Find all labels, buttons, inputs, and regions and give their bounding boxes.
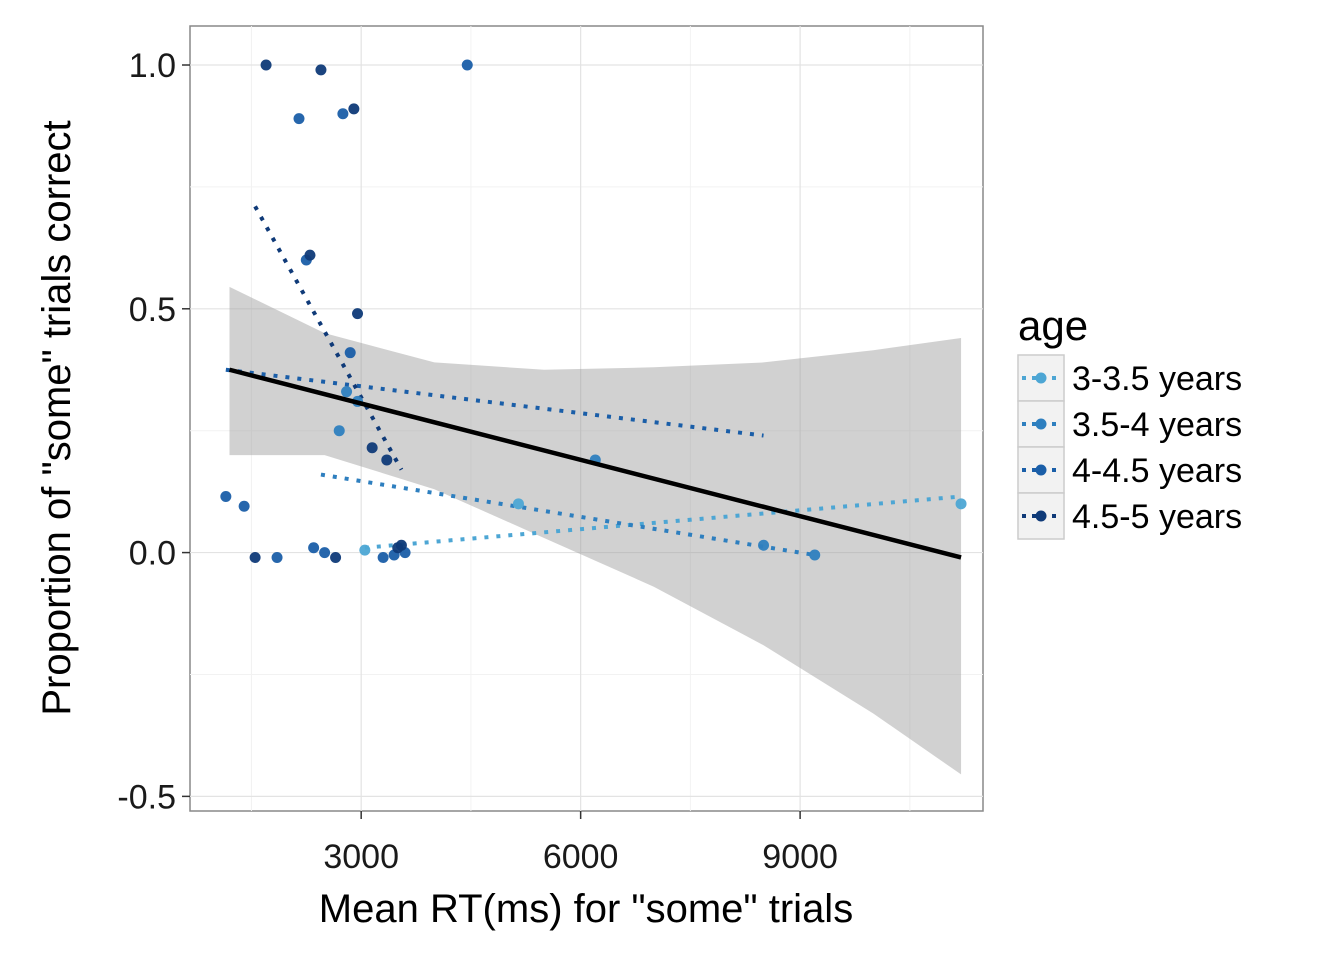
data-point-2 xyxy=(341,386,353,398)
data-point-4 xyxy=(352,308,364,320)
trend-lines-layer xyxy=(225,205,962,557)
legend-label: 3.5-4 years xyxy=(1072,406,1242,444)
data-point-3 xyxy=(319,547,331,559)
legend-title: age xyxy=(1018,302,1088,349)
legend-key-point xyxy=(1035,418,1047,430)
data-point-1 xyxy=(359,544,371,556)
data-point-3 xyxy=(293,113,305,125)
legend-label: 4.5-5 years xyxy=(1072,498,1242,536)
overall-fit-layer xyxy=(228,367,962,560)
data-point-2 xyxy=(809,549,821,561)
trend-line-1 xyxy=(364,494,962,550)
data-point-4 xyxy=(366,442,378,454)
data-point-4 xyxy=(304,249,316,261)
confidence-band xyxy=(229,286,962,775)
confidence-band-layer xyxy=(229,286,962,775)
x-tick-label: 3000 xyxy=(323,838,399,876)
y-tick-label: 0.5 xyxy=(129,291,176,329)
y-tick-label: 0.0 xyxy=(129,535,176,573)
data-point-4 xyxy=(395,539,407,551)
data-point-4 xyxy=(348,103,360,115)
y-axis: -0.5 0.0 0.5 1.0 xyxy=(117,47,190,816)
legend-key-point xyxy=(1035,464,1047,476)
legend-key-point xyxy=(1035,372,1047,384)
data-point-4 xyxy=(381,454,393,466)
overall-fit-line xyxy=(228,367,962,560)
grid-minor xyxy=(190,26,983,811)
data-point-3 xyxy=(344,347,356,359)
legend-key-point xyxy=(1035,510,1047,522)
data-point-3 xyxy=(271,551,283,563)
data-point-3 xyxy=(461,59,473,71)
y-axis-title: Proportion of "some" trials correct xyxy=(35,120,79,715)
data-point-4 xyxy=(249,551,261,563)
legend: age 3-3.5 years 3.5-4 years 4-4.5 years 4.5… xyxy=(1017,302,1242,540)
x-tick-label: 6000 xyxy=(543,838,619,876)
y-tick-label: 1.0 xyxy=(129,47,176,85)
data-point-1 xyxy=(512,498,524,510)
x-axis: 3000 6000 9000 xyxy=(323,811,838,876)
trend-line-4 xyxy=(253,205,404,471)
data-point-3 xyxy=(220,491,232,503)
x-axis-title: Mean RT(ms) for "some" trials xyxy=(319,887,853,931)
data-point-3 xyxy=(337,108,349,120)
legend-label: 4-4.5 years xyxy=(1072,452,1242,490)
x-tick-label: 9000 xyxy=(762,838,838,876)
data-point-1 xyxy=(955,498,967,510)
data-point-4 xyxy=(330,551,342,563)
data-point-3 xyxy=(308,542,320,554)
data-point-2 xyxy=(333,425,345,437)
data-point-3 xyxy=(238,500,250,512)
legend-label: 3-3.5 years xyxy=(1072,360,1242,398)
data-point-4 xyxy=(315,64,327,76)
y-tick-label: -0.5 xyxy=(117,778,176,816)
data-point-3 xyxy=(377,551,389,563)
data-point-4 xyxy=(260,59,272,71)
plot-panel xyxy=(189,25,984,812)
data-points-layer xyxy=(220,59,967,563)
data-point-2 xyxy=(758,539,770,551)
